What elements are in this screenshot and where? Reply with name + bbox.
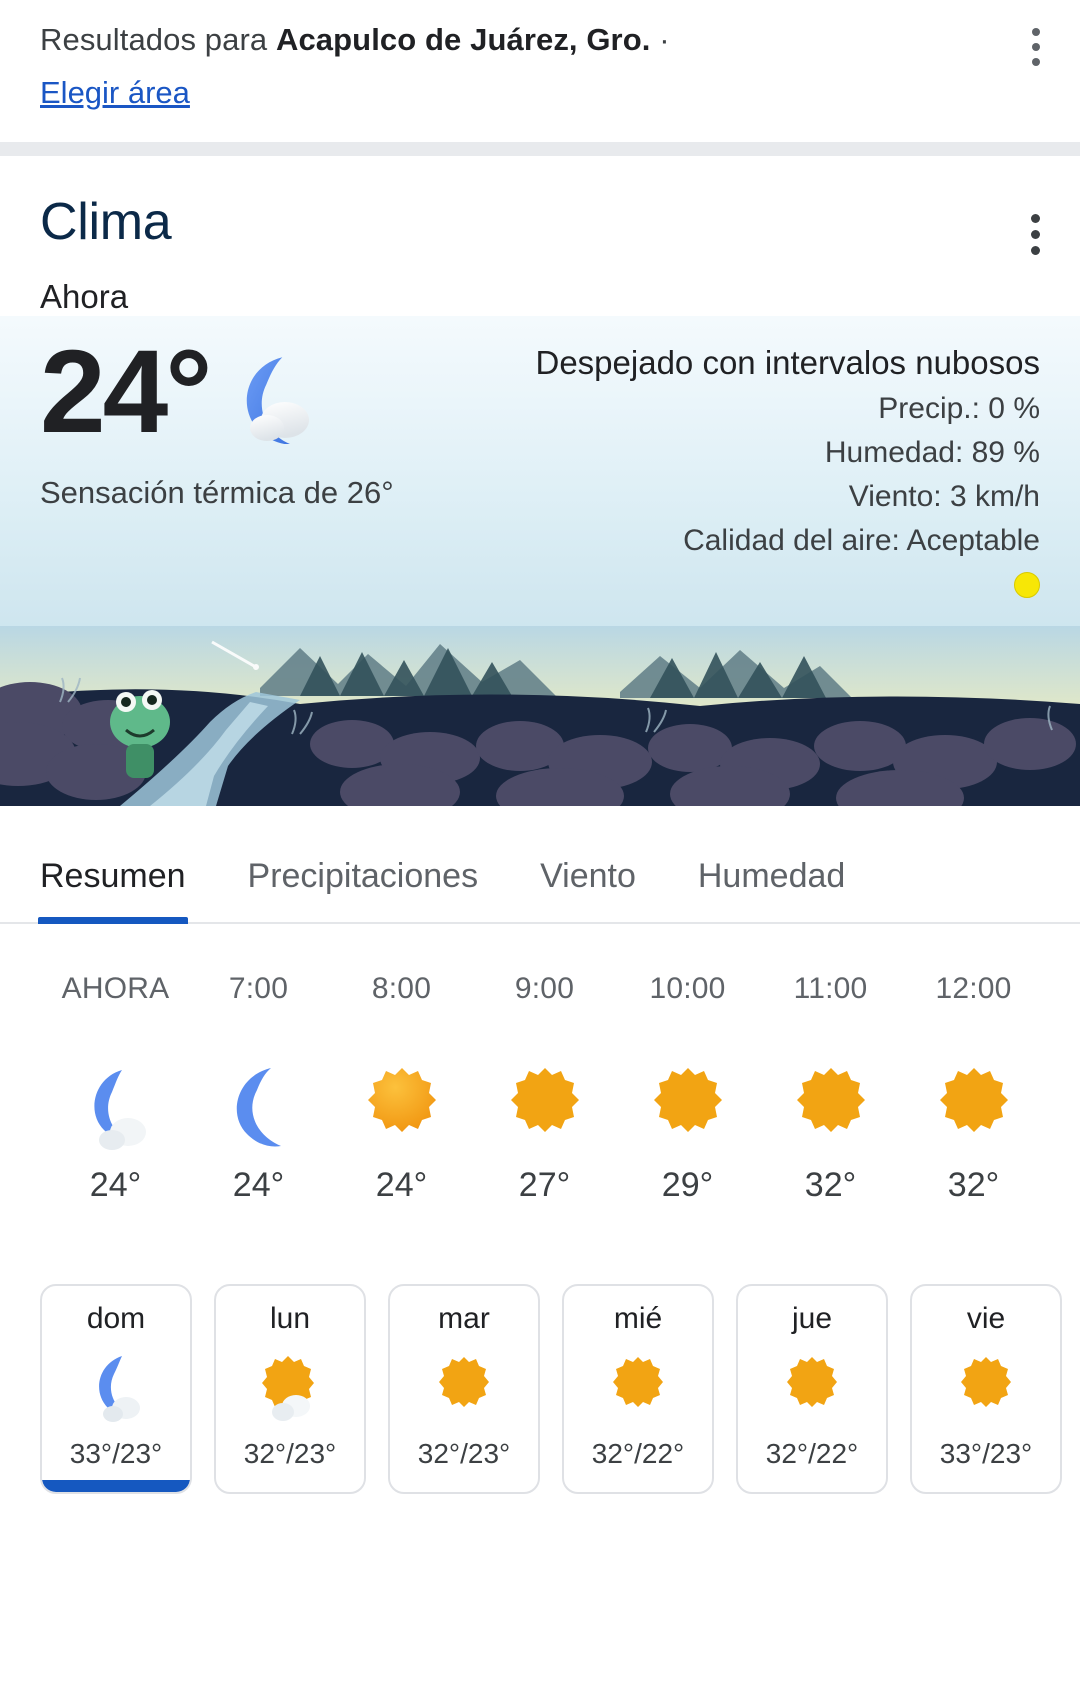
tab-resumen[interactable]: Resumen — [38, 857, 188, 924]
day-card-mie[interactable]: mié 32°/22° — [562, 1284, 714, 1494]
daily-forecast-strip[interactable]: dom 33°/23° lun 32°/23° — [0, 1276, 1080, 1494]
feels-like-label: Sensación térmica de 26° — [40, 475, 394, 510]
hour-label: 8:00 — [371, 972, 432, 1005]
now-label: Ahora — [40, 278, 129, 315]
hourly-forecast-strip[interactable]: AHORA 24° 7:00 24° 8:00 — [0, 924, 1080, 1276]
hourly-item[interactable]: 8:00 24° — [330, 972, 473, 1276]
precipitation-label: Precip.: 0 % — [878, 392, 1040, 425]
weather-header: Clima — [0, 156, 1080, 262]
hour-label: 7:00 — [228, 972, 289, 1005]
sun-icon — [605, 1336, 671, 1438]
day-card-dom[interactable]: dom 33°/23° — [40, 1284, 192, 1494]
current-temperature-block: 24° — [40, 326, 394, 603]
sun-icon — [953, 1336, 1019, 1438]
weather-illustration — [0, 626, 1080, 806]
moon-with-cloud-icon — [44, 1006, 187, 1156]
day-temps: 32°/22° — [591, 1438, 685, 1469]
current-details-block: Despejado con intervalos nubosos Precip.… — [535, 338, 1041, 603]
hourly-item[interactable]: 10:00 29° — [616, 972, 759, 1276]
page-title: Clima — [40, 193, 172, 251]
sun-with-cloud-icon — [254, 1336, 326, 1438]
day-card-mar[interactable]: mar 32°/23° — [388, 1284, 540, 1494]
hour-temp: 32° — [947, 1166, 1000, 1204]
weather-tabs: Resumen Precipitaciones Viento Humedad — [0, 806, 1080, 924]
results-for-line: Resultados para Acapulco de Juárez, Gro.… — [40, 18, 1040, 63]
tab-precipitaciones[interactable]: Precipitaciones — [247, 857, 479, 895]
day-temps: 32°/22° — [765, 1438, 859, 1469]
results-prefix-label: Resultados para — [40, 22, 276, 57]
wind-label: Viento: 3 km/h — [848, 480, 1040, 513]
day-label: dom — [86, 1302, 146, 1335]
sun-icon — [431, 1336, 497, 1438]
day-label: lun — [269, 1302, 311, 1335]
day-label: jue — [791, 1302, 833, 1335]
hour-temp: 27° — [518, 1166, 571, 1204]
hour-temp: 29° — [661, 1166, 714, 1204]
hourly-item[interactable]: AHORA 24° — [44, 972, 187, 1276]
sun-icon — [759, 1006, 902, 1156]
day-temps: 32°/23° — [243, 1438, 337, 1469]
day-label: vie — [966, 1302, 1006, 1335]
choose-area-link[interactable]: Elegir área — [40, 74, 190, 110]
hourly-item[interactable]: 9:00 27° — [473, 972, 616, 1276]
hour-label: 12:00 — [935, 972, 1012, 1005]
moon-with-cloud-icon — [215, 348, 325, 449]
location-label: Acapulco de Juárez, Gro. — [275, 22, 651, 57]
hour-label: 10:00 — [649, 972, 726, 1005]
sun-icon — [779, 1336, 845, 1438]
day-label: mar — [438, 1302, 490, 1335]
moon-with-cloud-icon — [80, 1336, 152, 1438]
hour-temp: 32° — [804, 1166, 857, 1204]
day-temps: 33°/23° — [69, 1438, 163, 1469]
current-temperature: 24° — [40, 326, 212, 458]
day-card-vie[interactable]: vie 33°/23° — [910, 1284, 1062, 1494]
frog-character-icon — [110, 690, 170, 778]
sun-icon — [616, 1006, 759, 1156]
search-result-header: Resultados para Acapulco de Juárez, Gro.… — [0, 0, 1080, 142]
day-card-jue[interactable]: jue 32°/22° — [736, 1284, 888, 1494]
hour-temp: 24° — [232, 1166, 285, 1204]
hour-label: 9:00 — [514, 972, 575, 1005]
more-vertical-icon[interactable] — [1031, 214, 1040, 255]
hourly-item[interactable]: 12:00 32° — [902, 972, 1045, 1276]
day-temps: 32°/23° — [417, 1438, 511, 1469]
sun-icon — [473, 1006, 616, 1156]
humidity-label: Humedad: 89 % — [824, 436, 1040, 469]
hourly-item[interactable]: 11:00 32° — [759, 972, 902, 1276]
weather-card: Clima Ahora 24° — [0, 156, 1080, 1494]
air-quality-label: Calidad del aire: Aceptable — [683, 524, 1040, 557]
results-suffix-label: · — [650, 22, 670, 57]
condition-label: Despejado con intervalos nubosos — [535, 344, 1041, 381]
hour-label: AHORA — [61, 972, 170, 1005]
day-card-lun[interactable]: lun 32°/23° — [214, 1284, 366, 1494]
sun-icon — [330, 1006, 473, 1156]
current-conditions-hero: 24° — [0, 316, 1080, 806]
moon-icon — [187, 1006, 330, 1156]
air-quality-indicator-dot — [1014, 572, 1040, 598]
day-temps: 33°/23° — [939, 1438, 1033, 1469]
hour-temp: 24° — [89, 1166, 142, 1204]
more-vertical-icon[interactable] — [1032, 28, 1040, 66]
day-label: mié — [613, 1302, 663, 1335]
tab-humedad[interactable]: Humedad — [697, 857, 846, 895]
tab-viento[interactable]: Viento — [540, 857, 636, 895]
hour-temp: 24° — [375, 1166, 428, 1204]
hourly-item[interactable]: 7:00 24° — [187, 972, 330, 1276]
section-divider — [0, 142, 1080, 156]
sun-icon — [902, 1006, 1045, 1156]
hour-label: 11:00 — [793, 972, 868, 1005]
